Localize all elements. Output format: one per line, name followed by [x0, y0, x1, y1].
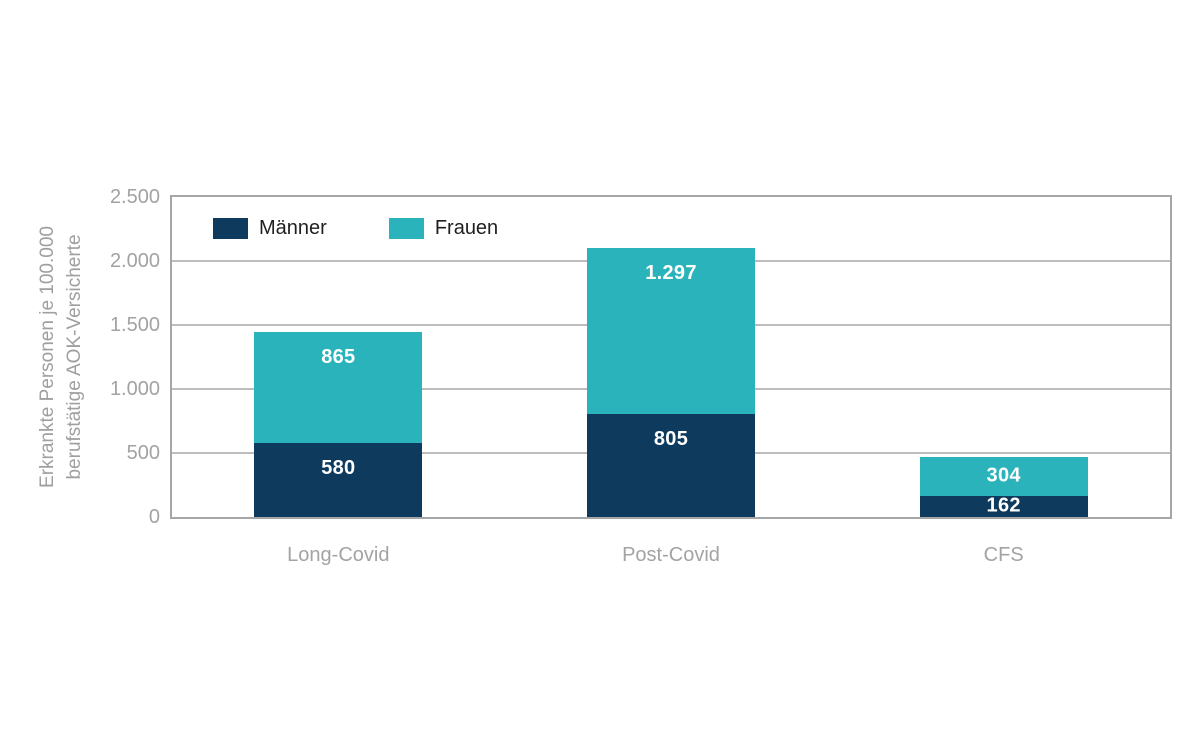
y-tick-label: 2.500 [109, 186, 160, 208]
bar-value-label: 580 [321, 456, 356, 479]
y-tick-label: 500 [126, 442, 160, 464]
legend: Männer Frauen [213, 217, 498, 240]
bar-post-covid-frauen: 1.297 [587, 247, 755, 414]
bar-value-label: 1.297 [645, 261, 697, 284]
x-label-long-covid: Long-Covid [287, 544, 390, 566]
y-tick-label: 1.000 [109, 378, 160, 400]
legend-label-frauen: Frauen [434, 217, 499, 239]
x-label-cfs: CFS [983, 544, 1024, 566]
plot-area: 580 865 805 1.297 162 304 Männer Frauen [170, 195, 1172, 519]
legend-label-männer: Männer [259, 217, 327, 239]
bar-cfs-männer: 162 [919, 494, 1088, 517]
bar-value-label: 304 [986, 464, 1021, 487]
bar-value-label: 805 [653, 427, 689, 450]
bar-value-label: 865 [321, 346, 356, 369]
bar-value-label: 162 [986, 494, 1021, 517]
legend-swatch-männer [213, 218, 248, 239]
legend-item-frauen: Frauen [388, 217, 499, 240]
legend-swatch-frauen [388, 218, 424, 239]
bar-cfs-frauen: 304 [919, 457, 1088, 497]
y-tick-label: 2.000 [109, 250, 160, 272]
y-tick-label: 1.500 [109, 314, 160, 336]
x-label-post-covid: Post-Covid [622, 544, 720, 566]
legend-item-männer: Männer [213, 217, 327, 240]
y-tick-label: 0 [148, 506, 160, 528]
bar-long-covid-frauen: 865 [254, 332, 423, 443]
bar-long-covid-männer: 580 [254, 442, 423, 517]
bar-post-covid-männer: 805 [587, 413, 755, 517]
